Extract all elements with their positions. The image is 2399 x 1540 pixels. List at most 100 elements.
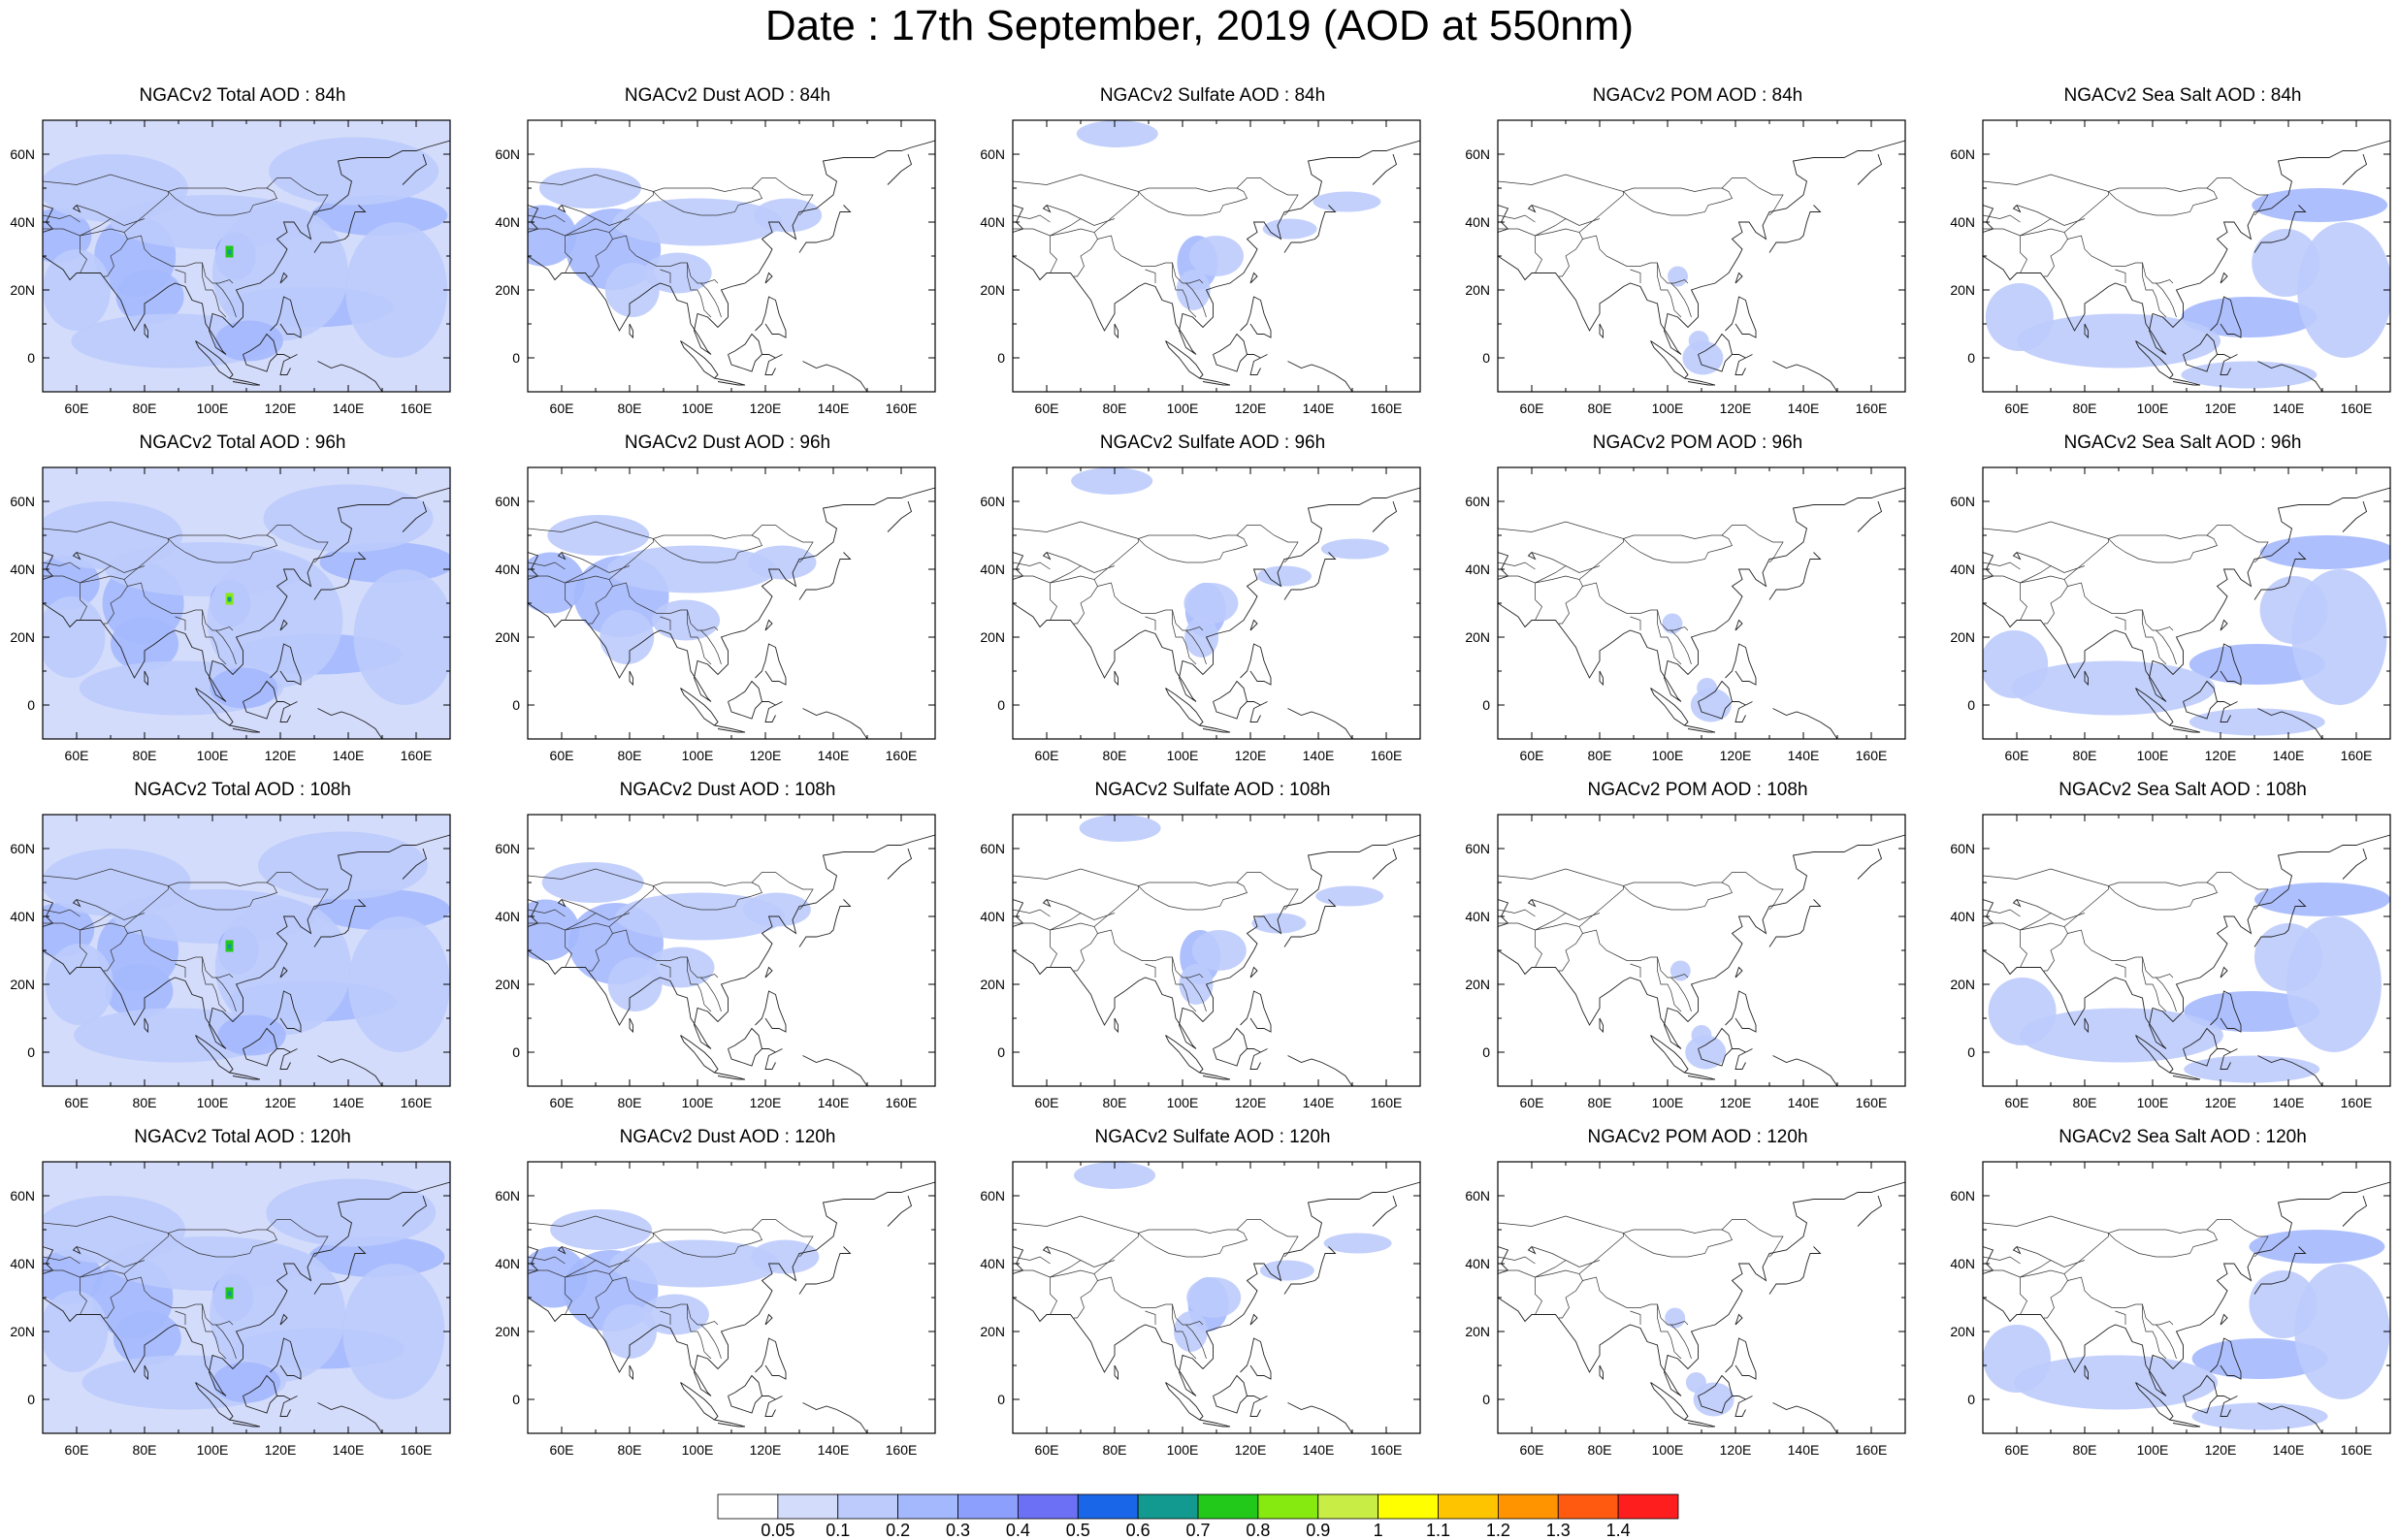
map-panel-dust-1: NGACv2 Dust AOD : 96h 60E 80E 100E 120E 140E 1… <box>485 433 970 791</box>
aod-area <box>606 545 777 594</box>
lon-tick-label: 140E <box>1788 748 1820 763</box>
colorbar-swatch <box>957 1493 1019 1520</box>
aod-area <box>217 1014 286 1056</box>
lon-tick-label: 160E <box>886 1442 918 1458</box>
aod-area <box>2014 1355 2219 1410</box>
aod-area <box>1320 538 1389 560</box>
aod-area <box>547 515 650 556</box>
country-borders <box>43 1215 329 1360</box>
map-plot: 60E 80E 100E 120E 140E 160E 60N 40N 20N 0 <box>1950 814 2391 1110</box>
panel-title: NGACv2 Total AOD : 96h <box>139 433 346 453</box>
colorbar-swatch <box>1257 1493 1319 1520</box>
panel-title: NGACv2 POM AOD : 84h <box>1592 85 1803 106</box>
lat-tick-label: 60N <box>980 841 1005 856</box>
map-plot: 60E 80E 100E 120E 140E 160E 60N 40N 20N 0 <box>10 466 451 763</box>
lon-tick-label: 60E <box>65 1095 89 1110</box>
map-panel-sulfate-0: NGACv2 Sulfate AOD : 84h 60E 80E 100E 120E 14… <box>970 85 1455 444</box>
aod-area <box>1313 191 1381 212</box>
colorbar-label: 1.2 <box>1485 1521 1510 1540</box>
lat-tick-label: 60N <box>1950 494 1975 509</box>
lat-tick-label: 20N <box>980 282 1005 298</box>
map-panel-pom-3: NGACv2 POM AOD : 120h 60E 80E 100E 120E 140E 1… <box>1455 1127 1940 1486</box>
lon-tick-label: 60E <box>550 1442 574 1458</box>
panel-title: NGACv2 Sea Salt AOD : 108h <box>2059 780 2307 800</box>
lon-tick-label: 60E <box>2005 1095 2029 1110</box>
lat-tick-label: 0 <box>1967 1392 1975 1407</box>
lat-tick-label: 0 <box>1967 697 1975 713</box>
lon-tick-label: 60E <box>2005 748 2029 763</box>
lon-tick-label: 100E <box>197 401 229 416</box>
aod-area <box>269 137 439 206</box>
lon-tick-label: 160E <box>886 1095 918 1110</box>
colorbar-swatch <box>1077 1493 1139 1520</box>
aod-area <box>600 610 655 664</box>
aod-area <box>1176 270 1211 310</box>
lat-tick-label: 60N <box>495 146 520 162</box>
aod-area <box>1985 283 2054 351</box>
lon-tick-label: 120E <box>1235 748 1267 763</box>
map-panel-dust-0: NGACv2 Dust AOD : 84h 60E 80E 100E 120E 140E 1… <box>485 85 970 444</box>
colorbar-swatch <box>1438 1493 1499 1520</box>
map-plot: 60E 80E 100E 120E 140E 160E 60N 40N 20N 0 <box>495 466 936 763</box>
lon-tick-label: 140E <box>1303 1442 1335 1458</box>
aod-area <box>1983 630 2049 698</box>
lon-tick-label: 80E <box>133 401 157 416</box>
lon-tick-label: 160E <box>1856 1095 1888 1110</box>
panel-title: NGACv2 Sea Salt AOD : 84h <box>2063 85 2302 106</box>
aod-shading <box>43 120 450 392</box>
lat-tick-label: 40N <box>495 561 520 577</box>
aod-area <box>1323 1233 1392 1254</box>
lat-tick-label: 20N <box>1465 629 1490 645</box>
lon-tick-label: 140E <box>1788 1095 1820 1110</box>
aod-area <box>43 501 183 569</box>
lon-tick-label: 140E <box>818 401 850 416</box>
panel-title: NGACv2 Sulfate AOD : 96h <box>1099 433 1326 453</box>
lat-tick-label: 60N <box>10 841 35 856</box>
lat-tick-label: 40N <box>1465 214 1490 230</box>
aod-area <box>2191 1338 2328 1379</box>
panel-title: NGACv2 Dust AOD : 84h <box>624 85 831 106</box>
aod-area <box>528 552 585 614</box>
lon-tick-label: 120E <box>265 1095 297 1110</box>
lon-tick-label: 160E <box>401 748 433 763</box>
lon-tick-label: 120E <box>750 401 782 416</box>
colorbar-label: 1 <box>1373 1521 1383 1540</box>
lon-tick-label: 160E <box>401 1442 433 1458</box>
aod-area <box>308 1236 445 1277</box>
aod-area <box>1257 565 1312 587</box>
map-panel-sulfate-1: NGACv2 Sulfate AOD : 96h 60E 80E 100E 120E 14… <box>970 433 1455 791</box>
lon-tick-label: 120E <box>1720 1442 1752 1458</box>
country-borders <box>528 1215 814 1360</box>
map-panel-total-3: NGACv2 Total AOD : 120h 60E 80E 100E 120E 140… <box>0 1127 485 1486</box>
lon-tick-label: 60E <box>1520 401 1544 416</box>
lon-tick-label: 160E <box>886 401 918 416</box>
map-plot: 60E 80E 100E 120E 140E 160E 60N 40N 20N 0 <box>10 119 451 416</box>
coastlines <box>1983 827 2390 1086</box>
lon-tick-label: 140E <box>333 1095 365 1110</box>
aod-area <box>2181 361 2318 389</box>
figure-title: Date : 17th September, 2019 (AOD at 550n… <box>764 2 1635 49</box>
aod-area <box>2259 576 2328 644</box>
lon-tick-label: 80E <box>133 748 157 763</box>
lat-tick-label: 0 <box>512 350 520 366</box>
country-borders <box>43 868 329 1012</box>
aod-shading <box>1013 467 1420 739</box>
lon-tick-label: 140E <box>333 748 365 763</box>
aod-area <box>1690 688 1732 722</box>
lon-tick-label: 80E <box>618 748 642 763</box>
aod-shading <box>528 827 935 1086</box>
map-plot: 60E 80E 100E 120E 140E 160E 60N 40N 20N 0 <box>495 1161 936 1458</box>
lon-tick-label: 160E <box>2341 401 2373 416</box>
country-borders <box>1013 521 1299 665</box>
colorbar-swatch <box>837 1493 899 1520</box>
lon-tick-label: 120E <box>1720 1095 1752 1110</box>
panel-title: NGACv2 Dust AOD : 120h <box>619 1127 836 1147</box>
country-borders <box>1498 521 1784 665</box>
lon-tick-label: 100E <box>1167 1095 1199 1110</box>
coastlines <box>43 827 450 1086</box>
lat-tick-label: 60N <box>1950 841 1975 856</box>
aod-area <box>43 1250 103 1304</box>
lat-tick-label: 20N <box>980 1324 1005 1339</box>
aod-area <box>314 889 450 930</box>
lon-tick-label: 100E <box>2137 401 2169 416</box>
